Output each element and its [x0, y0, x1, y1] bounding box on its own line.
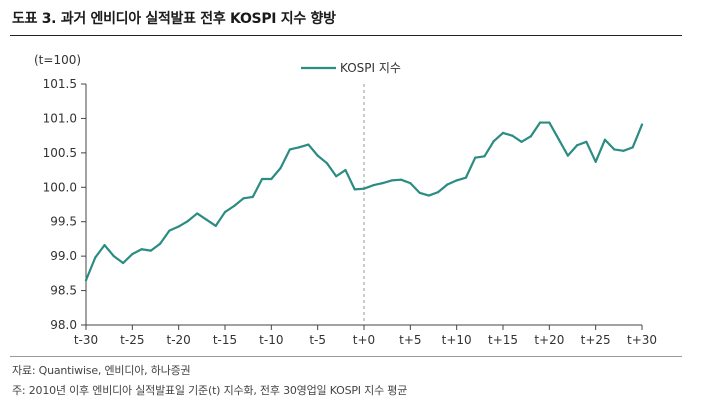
data-point-t+1 — [372, 184, 375, 187]
data-point-t-8 — [288, 148, 291, 151]
x-tick-label: t+30 — [627, 333, 657, 347]
data-point-t+18 — [529, 135, 532, 138]
data-point-t-27 — [112, 255, 115, 258]
x-axis-ticks: t-30 t-25 t-20 t-15 t-10 t-5 t+0 t+5 t+10 t+15 t+2… — [74, 325, 657, 347]
data-point-t-16 — [214, 224, 217, 227]
title-divider — [10, 35, 682, 36]
data-point-t+24 — [585, 140, 588, 143]
data-point-t-4 — [325, 162, 329, 165]
figure-title: 도표 3. 과거 엔비디아 실적발표 전후 KOSPI 지수 향방 — [12, 11, 336, 27]
data-point-t+4 — [399, 178, 403, 181]
y-tick-label: 101.0 — [43, 111, 77, 125]
series-points-kospi — [84, 121, 644, 282]
data-point-t-2 — [344, 168, 347, 172]
data-point-t+15 — [501, 131, 505, 134]
x-tick-label: t+0 — [353, 333, 375, 347]
data-point-t-25 — [131, 252, 134, 256]
data-point-t+2 — [381, 182, 384, 185]
data-point-t+5 — [409, 182, 412, 185]
data-point-t-19 — [186, 219, 190, 223]
data-point-t-30 — [84, 279, 88, 282]
data-point-t+12 — [474, 156, 477, 159]
x-tick-label: t+5 — [399, 333, 421, 347]
x-tick-label: t-20 — [167, 333, 191, 347]
data-point-t+25 — [594, 160, 597, 163]
data-point-t-22 — [159, 242, 162, 245]
data-point-t-18 — [196, 212, 199, 215]
data-point-t+10 — [455, 179, 458, 182]
legend: KOSPI 지수 — [301, 61, 401, 75]
y-tick-label: 98.0 — [50, 318, 77, 332]
data-point-t-10 — [270, 177, 273, 181]
data-point-t-21 — [168, 229, 171, 232]
data-point-t-1 — [353, 188, 356, 191]
x-tick-label: t-5 — [309, 333, 326, 347]
x-tick-label: t+20 — [534, 333, 564, 347]
data-point-t-29 — [94, 256, 97, 259]
data-point-t-12 — [251, 195, 254, 199]
legend-label-kospi: KOSPI 지수 — [340, 61, 401, 75]
data-point-t+23 — [576, 144, 579, 147]
data-point-t-3 — [335, 175, 338, 178]
data-point-t-5 — [316, 154, 319, 157]
data-point-t+13 — [483, 155, 486, 158]
y-tick-label: 101.5 — [43, 77, 77, 91]
data-point-t+3 — [390, 179, 393, 182]
data-point-t-20 — [177, 225, 180, 228]
data-point-t-14 — [233, 204, 236, 207]
data-point-t-11 — [260, 177, 264, 181]
footer-divider — [10, 356, 682, 357]
data-point-t-6 — [307, 143, 310, 146]
data-point-t+17 — [520, 140, 523, 143]
data-point-t-15 — [223, 210, 227, 214]
data-point-t+28 — [622, 149, 625, 152]
data-point-t+9 — [446, 183, 449, 186]
data-point-t+16 — [511, 134, 514, 137]
x-tick-label: t-25 — [120, 333, 144, 347]
data-point-t+20 — [548, 121, 551, 124]
data-point-t-23 — [149, 249, 152, 252]
y-tick-label: 100.5 — [43, 146, 77, 160]
data-point-t+11 — [464, 176, 468, 179]
data-point-t+22 — [566, 154, 569, 157]
data-point-t+7 — [427, 194, 430, 197]
y-tick-label: 100.0 — [43, 180, 77, 194]
source-note: 자료: Quantiwise, 엔비디아, 하나증권 — [12, 364, 191, 377]
x-tick-label: t-10 — [259, 333, 283, 347]
data-point-t-28 — [103, 244, 106, 247]
data-point-t+8 — [437, 191, 440, 194]
y-axis-unit-label: (t=100) — [34, 53, 81, 67]
y-tick-label: 98.5 — [50, 284, 77, 298]
x-tick-label: t+15 — [488, 333, 518, 347]
data-point-t+0 — [362, 187, 366, 190]
data-point-t-17 — [205, 218, 208, 221]
data-point-t+29 — [631, 146, 634, 149]
y-tick-label: 99.5 — [50, 215, 77, 229]
line-chart: (t=100) 98.0 98.5 99.0 99.5 100.0 100.5 101.0 1… — [34, 53, 657, 347]
x-tick-label: t-30 — [74, 333, 98, 347]
data-point-t+14 — [492, 140, 495, 143]
y-tick-label: 99.0 — [50, 249, 77, 263]
data-point-t-26 — [121, 261, 125, 265]
data-point-t-13 — [242, 197, 245, 200]
x-tick-label: t+25 — [581, 333, 611, 347]
data-point-t+27 — [613, 148, 616, 151]
x-tick-label: t+10 — [442, 333, 472, 347]
data-point-t+19 — [538, 121, 542, 124]
y-axis-ticks: 98.0 98.5 99.0 99.5 100.0 100.5 101.0 101.5 — [43, 77, 86, 332]
data-point-t+30 — [640, 123, 644, 126]
footnote: 주: 2010년 이후 엔비디아 실적발표일 기준(t) 지수화, 전후 30영… — [12, 384, 408, 397]
data-point-t-9 — [279, 166, 282, 170]
data-point-t-24 — [140, 248, 143, 251]
data-point-t+6 — [418, 191, 421, 194]
data-point-t+26 — [603, 138, 607, 141]
data-point-t-7 — [298, 146, 301, 149]
data-point-t+21 — [557, 137, 560, 141]
x-tick-label: t-15 — [213, 333, 237, 347]
